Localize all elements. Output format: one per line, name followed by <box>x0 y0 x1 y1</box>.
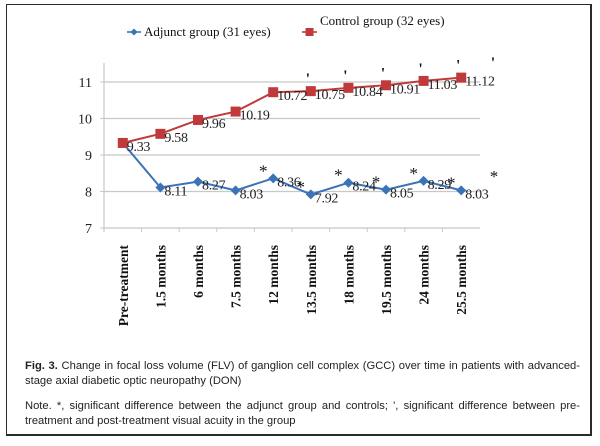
adjunct-data-point <box>193 176 203 187</box>
adjunct-data-label: 8.36 <box>277 175 301 190</box>
adjunct-data-label: 8.27 <box>202 179 226 194</box>
x-tick-label: 1.5 months <box>153 245 168 308</box>
y-tick-label: 9 <box>85 149 92 164</box>
legend: Adjunct group (31 eyes) Control group (3… <box>127 13 445 39</box>
adjunct-data-point <box>305 189 316 200</box>
y-tick-labels: 7 8 9 10 11 <box>78 76 92 237</box>
significance-asterisk: * <box>372 173 381 192</box>
x-tick-label: 25.5 months <box>454 245 469 315</box>
y-tick-label: 10 <box>78 113 92 128</box>
control-data-label: 10.91 <box>390 82 420 97</box>
control-data-point <box>418 75 429 86</box>
significance-asterisk: * <box>297 177 306 196</box>
series-markers <box>117 72 467 200</box>
figure-note: Note. *, significant difference between … <box>25 400 580 427</box>
x-tick-labels: Pre-treatment 1.5 months 6 months 7.5 month… <box>116 245 469 327</box>
significance-prime: ' <box>306 71 310 88</box>
legend-control-label: Control group (32 eyes) <box>320 13 445 28</box>
adjunct-data-label: 8.05 <box>390 187 414 202</box>
x-tick-label: 19.5 months <box>379 245 394 315</box>
adjunct-data-point <box>381 184 391 195</box>
x-tick-label: 18 months <box>341 245 356 305</box>
control-data-label: 10.75 <box>315 88 345 103</box>
series-lines <box>122 76 462 196</box>
y-tick-label: 11 <box>79 76 92 91</box>
significance-marks: * * * * * * ' ' ' ' ' ' * <box>259 55 498 196</box>
adjunct-data-point <box>155 182 166 193</box>
legend-item-control: Control group (32 eyes) <box>302 13 445 36</box>
x-tick-label: Pre-treatment <box>116 245 131 327</box>
control-data-label: 9.96 <box>202 117 226 132</box>
control-data-point <box>381 80 391 91</box>
control-data-point <box>456 72 467 83</box>
adjunct-data-point <box>268 173 279 184</box>
significance-asterisk: * <box>334 166 343 185</box>
y-tick-label: 8 <box>85 186 92 201</box>
adjunct-data-point <box>456 185 467 196</box>
adjunct-data-label: 8.29 <box>428 178 452 193</box>
adjunct-data-label: 8.03 <box>465 187 489 202</box>
axes <box>100 63 480 232</box>
x-tick-label: 13.5 months <box>304 245 319 315</box>
adjunct-data-point <box>230 185 241 196</box>
adjunct-data-label: 7.92 <box>315 191 339 206</box>
significance-prime: ' <box>381 65 385 82</box>
significance-asterisk: * <box>409 164 418 183</box>
legend-adjunct-diamond-icon <box>130 28 138 36</box>
x-tick-label: 12 months <box>266 245 281 305</box>
legend-control-square-icon <box>305 28 314 36</box>
x-tick-label: 7.5 months <box>229 245 244 308</box>
figure-label: Fig. 3. <box>25 360 58 372</box>
control-data-label: 10.72 <box>277 89 307 104</box>
legend-adjunct-label: Adjunct group (31 eyes) <box>144 24 271 39</box>
significance-asterisk: * <box>447 173 456 192</box>
x-tick-label: 24 months <box>417 245 432 305</box>
figure-caption-text: Change in focal loss volume (FLV) of gan… <box>25 360 580 387</box>
data-labels: 8.11 8.27 8.03 8.36 7.92 8.24 8.05 8.29 8.03 9.33… <box>127 75 495 207</box>
x-tick-label: 6 months <box>191 245 206 298</box>
control-data-label: 9.58 <box>164 131 188 146</box>
control-data-label: 9.33 <box>127 140 151 155</box>
significance-prime-extra: ' <box>491 55 495 72</box>
gridlines <box>104 81 480 193</box>
significance-asterisk-extra: * <box>490 167 499 186</box>
adjunct-data-point <box>343 177 354 188</box>
control-data-label: 11.12 <box>465 75 495 90</box>
significance-asterisk: * <box>259 161 268 180</box>
control-data-point <box>155 128 166 139</box>
control-data-point <box>343 82 354 93</box>
adjunct-data-label: 8.24 <box>352 180 376 195</box>
control-data-point <box>117 137 128 148</box>
figure-caption: Fig. 3. Change in focal loss volume (FLV… <box>25 359 580 389</box>
adjunct-data-label: 8.11 <box>164 184 187 199</box>
control-data-label: 10.84 <box>352 85 382 100</box>
adjunct-series-line <box>122 142 462 196</box>
significance-prime: ' <box>418 61 422 78</box>
significance-prime: ' <box>343 68 347 85</box>
control-data-point <box>193 114 203 125</box>
control-data-label: 11.03 <box>428 78 458 93</box>
control-data-point <box>268 87 279 98</box>
adjunct-data-label: 8.03 <box>240 187 264 202</box>
control-series-line <box>122 76 462 144</box>
y-tick-label: 7 <box>85 222 92 237</box>
legend-item-adjunct: Adjunct group (31 eyes) <box>127 24 271 39</box>
control-data-label: 10.19 <box>240 109 270 124</box>
significance-prime: ' <box>456 58 460 75</box>
control-data-point <box>305 86 316 97</box>
control-data-point <box>230 106 241 117</box>
adjunct-data-point <box>418 175 429 186</box>
